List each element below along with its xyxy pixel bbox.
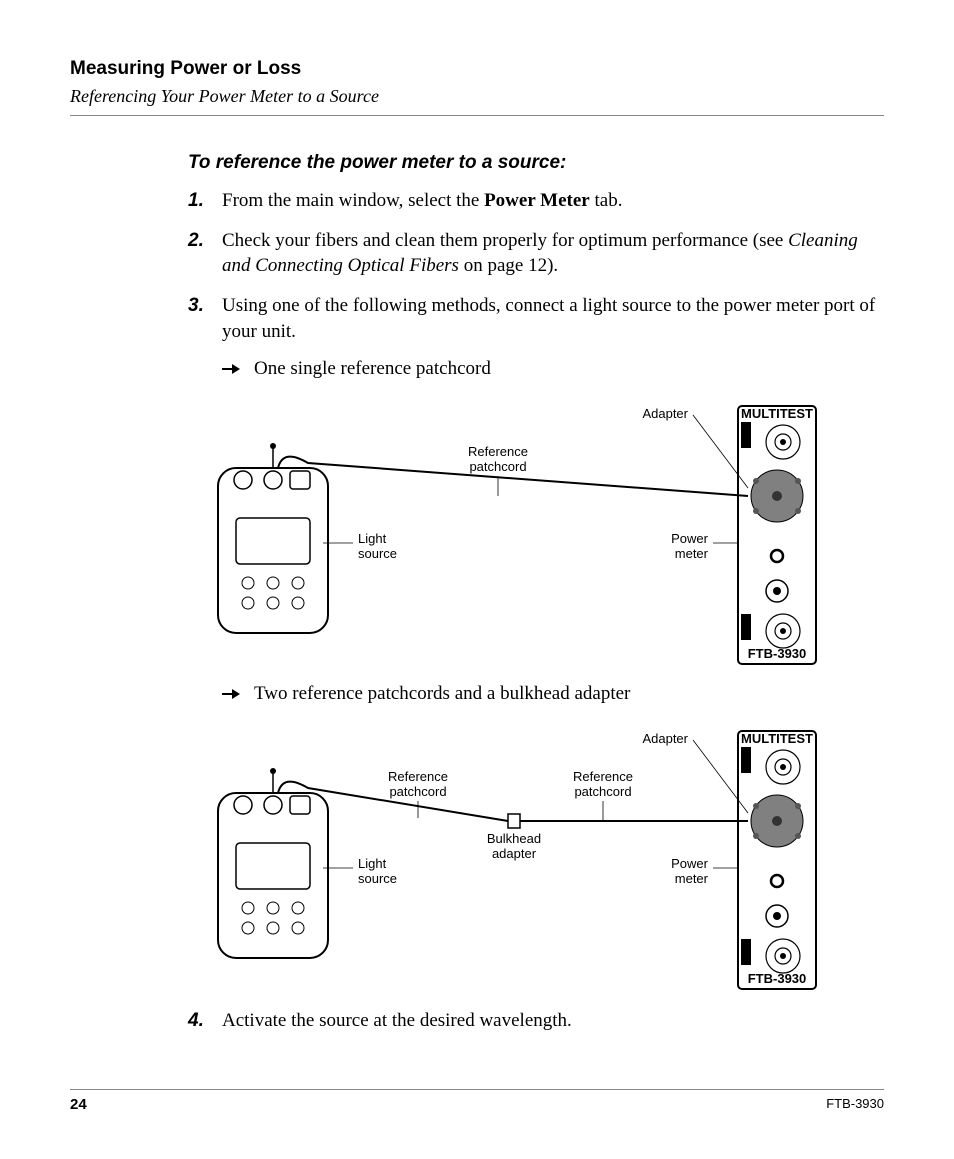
diagram-two-patchcords: Lightsource Referencepatchcord Reference… (188, 713, 884, 998)
content-body: To reference the power meter to a source… (188, 152, 884, 1034)
label-ref-patchcord-1: Referencepatchcord (388, 769, 448, 799)
step-number: 3. (188, 293, 222, 344)
arrow-icon (222, 683, 244, 705)
step2-prefix: Check your fibers and clean them properl… (222, 230, 788, 251)
diagram-single-patchcord: Lightsource Referencepatchcord Adapter P… (188, 388, 884, 673)
step-text: Using one of the following methods, conn… (222, 293, 884, 344)
step-number: 2. (188, 228, 222, 279)
step-text: Activate the source at the desired wavel… (222, 1008, 884, 1034)
label-power-meter: Powermeter (671, 856, 709, 886)
step-2: 2. Check your fibers and clean them prop… (188, 228, 884, 279)
bullet-text: One single reference patchcord (254, 358, 491, 380)
sub-bullet-1: One single reference patchcord (222, 358, 884, 380)
label-model: FTB-3930 (748, 971, 807, 986)
sub-bullet-2: Two reference patchcords and a bulkhead … (222, 683, 884, 705)
label-multitest: MULTITEST (741, 731, 813, 746)
section-subtitle: Referencing Your Power Meter to a Source (70, 86, 884, 107)
page-number: 24 (70, 1096, 87, 1113)
label-bulkhead: Bulkheadadapter (487, 831, 541, 861)
arrow-icon (222, 358, 244, 380)
chapter-title: Measuring Power or Loss (70, 58, 884, 80)
label-light-source: Lightsource (358, 856, 397, 886)
bullet-text: Two reference patchcords and a bulkhead … (254, 683, 630, 705)
step1-prefix: From the main window, select the (222, 190, 484, 211)
label-ref-patchcord: Referencepatchcord (468, 444, 528, 474)
label-light-source: Lightsource (358, 531, 397, 561)
label-power-meter: Powermeter (671, 531, 709, 561)
step-4: 4. Activate the source at the desired wa… (188, 1008, 884, 1034)
label-adapter: Adapter (642, 406, 688, 421)
step2-suffix: on page 12). (459, 255, 558, 276)
step-1: 1. From the main window, select the Powe… (188, 188, 884, 214)
label-multitest: MULTITEST (741, 406, 813, 421)
header-rule (70, 115, 884, 116)
step-number: 1. (188, 188, 222, 214)
label-model: FTB-3930 (748, 646, 807, 661)
label-ref-patchcord-2: Referencepatchcord (573, 769, 633, 799)
step1-suffix: tab. (590, 190, 623, 211)
step-text: Check your fibers and clean them properl… (222, 228, 884, 279)
page-footer: 24 FTB-3930 (70, 1089, 884, 1113)
step-number: 4. (188, 1008, 222, 1034)
step1-bold: Power Meter (484, 190, 590, 211)
label-adapter: Adapter (642, 731, 688, 746)
footer-model: FTB-3930 (826, 1096, 884, 1113)
step-text: From the main window, select the Power M… (222, 188, 884, 214)
step-3: 3. Using one of the following methods, c… (188, 293, 884, 344)
procedure-title: To reference the power meter to a source… (188, 152, 884, 174)
